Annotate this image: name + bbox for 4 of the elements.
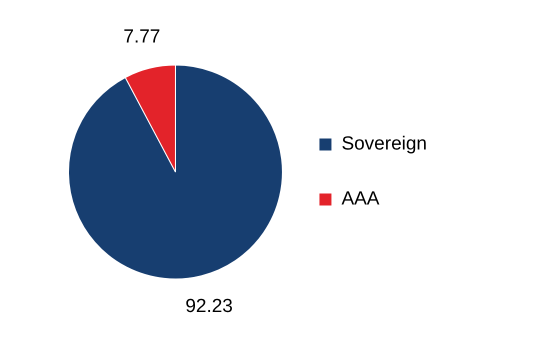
legend-label: Sovereign [341,134,428,155]
data-label: 7.77 [123,26,160,48]
legend-label: AAA [341,188,380,210]
data-label: 92.23 [185,296,233,318]
